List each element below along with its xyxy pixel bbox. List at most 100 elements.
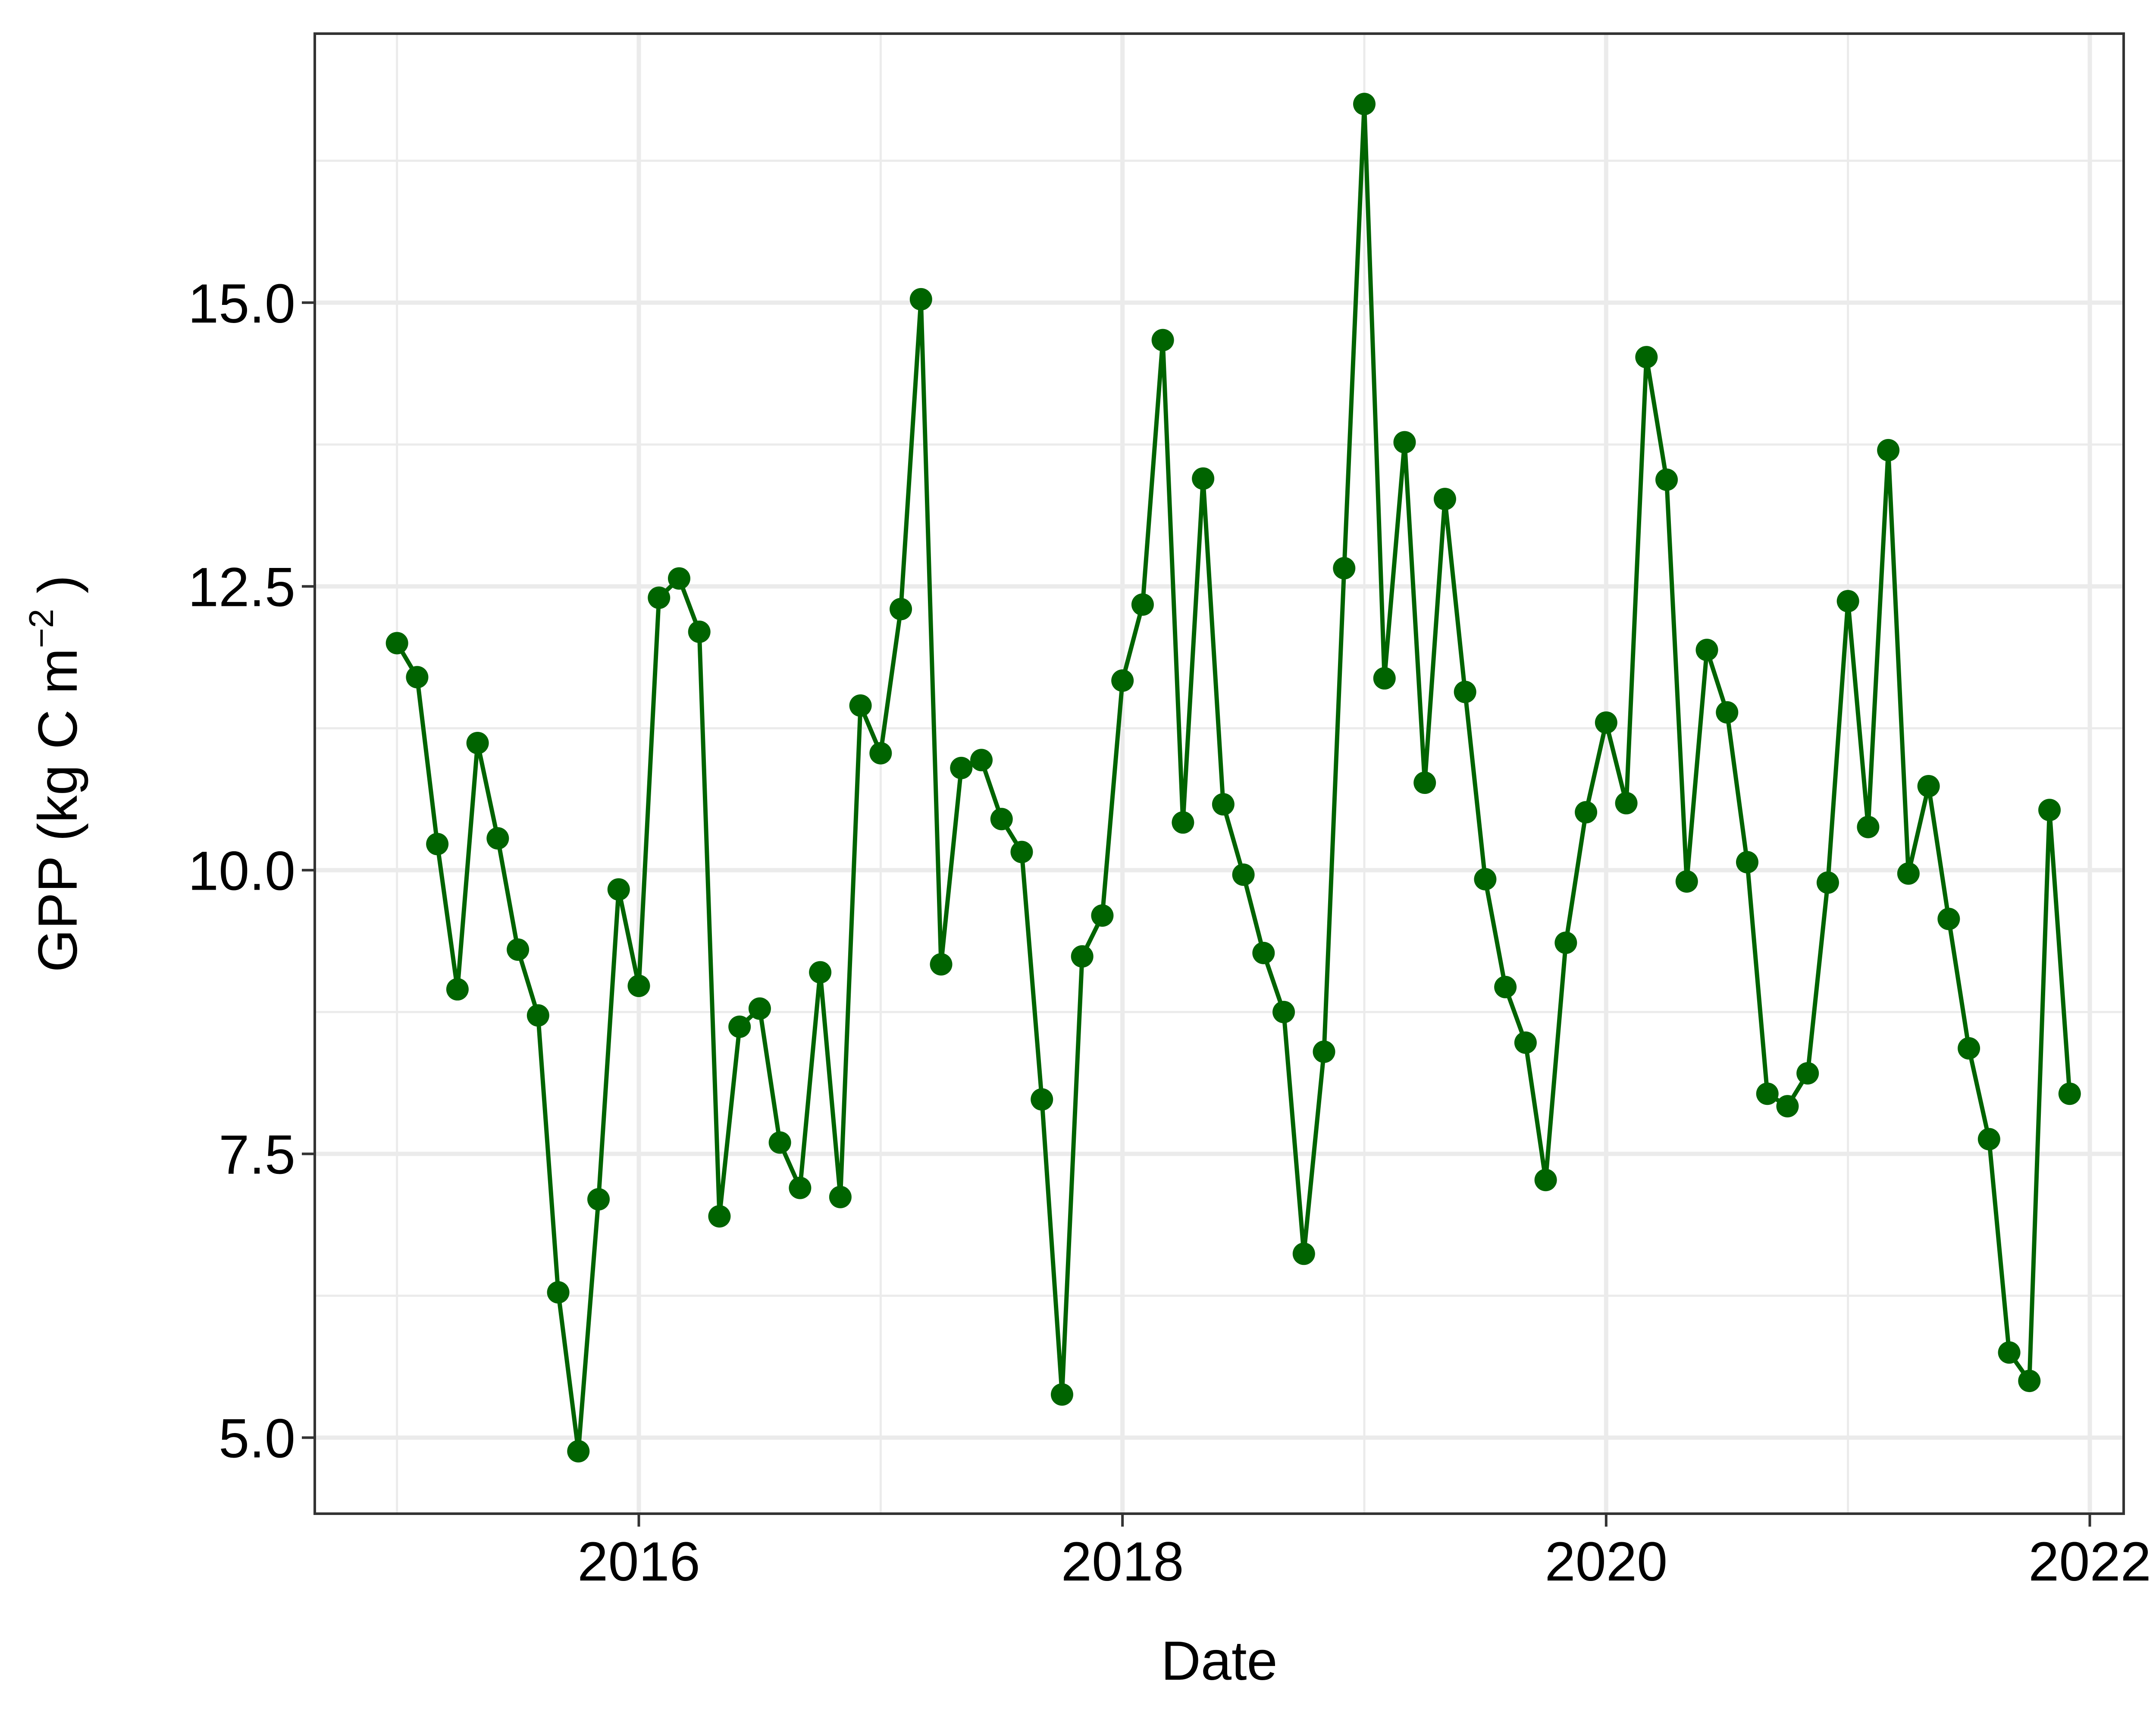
x-tick-label: 2022 — [2028, 1531, 2151, 1593]
data-point — [1050, 1383, 1073, 1406]
data-point — [748, 997, 771, 1020]
data-point — [1816, 871, 1839, 894]
axis-ticks — [302, 301, 2091, 1527]
data-point — [950, 756, 973, 779]
data-point — [667, 567, 690, 590]
data-point — [869, 742, 892, 765]
data-point — [1917, 775, 1940, 797]
data-point — [627, 975, 650, 997]
data-point — [1433, 488, 1456, 511]
data-point — [1534, 1169, 1557, 1192]
data-point — [1192, 467, 1215, 490]
data-point — [1232, 863, 1255, 886]
data-point — [909, 288, 932, 310]
data-point — [970, 749, 993, 772]
data-point — [607, 878, 630, 901]
data-point — [1897, 862, 1920, 885]
data-point — [1776, 1095, 1799, 1118]
data-point — [1333, 557, 1356, 580]
data-point — [1554, 932, 1577, 954]
data-point — [890, 598, 912, 621]
data-point — [1131, 593, 1154, 616]
y-axis-title-main: GPP (kg C m — [27, 648, 89, 972]
data-point — [789, 1176, 812, 1199]
data-point — [446, 978, 469, 1001]
data-point — [1998, 1341, 2021, 1364]
data-point — [1635, 346, 1658, 369]
data-point — [2058, 1082, 2081, 1105]
data-point — [1756, 1082, 1779, 1105]
data-point — [547, 1281, 570, 1304]
data-point — [406, 666, 429, 689]
y-axis-title: GPP (kg C m−2 ) — [22, 575, 89, 972]
x-tick-label: 2020 — [1545, 1531, 1667, 1593]
data-point — [1937, 907, 1960, 930]
data-point — [1474, 868, 1497, 891]
data-point — [1514, 1031, 1537, 1054]
data-point — [728, 1015, 751, 1038]
data-point — [1252, 941, 1275, 964]
data-point — [1212, 793, 1235, 816]
data-point — [2018, 1370, 2041, 1393]
x-axis-title: Date — [1161, 1630, 1277, 1692]
data-point — [507, 938, 530, 961]
data-point — [648, 586, 671, 609]
data-point — [466, 731, 489, 754]
major-gridlines — [315, 34, 2124, 1514]
data-point — [526, 1004, 549, 1027]
y-axis-title-superscript: −2 — [22, 609, 60, 648]
data-point — [1877, 439, 1900, 461]
data-point — [1413, 772, 1436, 794]
data-point — [1695, 639, 1718, 662]
data-point — [1655, 468, 1678, 491]
y-tick-label: 15.0 — [188, 273, 295, 335]
data-point — [1958, 1037, 1981, 1060]
data-point — [1272, 1000, 1295, 1023]
data-point — [1172, 811, 1194, 834]
data-point — [809, 961, 832, 984]
data-point — [385, 632, 408, 655]
data-point — [2038, 799, 2061, 822]
y-tick-label: 10.0 — [188, 841, 295, 902]
data-point — [708, 1205, 731, 1228]
tick-labels: 2016 2018 2020 2022 5.0 7.5 10.0 12.5 15.0 — [188, 273, 2151, 1593]
data-point — [930, 953, 953, 976]
data-point — [1575, 801, 1598, 824]
data-point — [1615, 792, 1638, 815]
data-point — [1151, 329, 1174, 351]
data-point — [1071, 945, 1094, 968]
x-tick-label: 2016 — [577, 1531, 700, 1593]
minor-gridlines — [315, 34, 2124, 1514]
data-point — [829, 1186, 852, 1208]
data-point — [1977, 1128, 2000, 1151]
y-tick-label: 7.5 — [219, 1124, 295, 1186]
data-point — [587, 1188, 610, 1211]
data-point — [1393, 431, 1416, 454]
data-point — [1292, 1242, 1315, 1265]
series-layer — [385, 93, 2081, 1463]
data-point — [426, 833, 449, 856]
data-point — [1373, 667, 1396, 690]
data-point — [1796, 1062, 1819, 1085]
data-point — [1313, 1040, 1335, 1063]
data-point — [1353, 93, 1376, 116]
data-point — [567, 1440, 590, 1463]
data-point — [849, 694, 872, 717]
data-point — [1010, 841, 1033, 863]
data-point — [1857, 815, 1880, 838]
data-point — [1716, 701, 1739, 724]
data-point — [688, 621, 711, 643]
data-point — [768, 1131, 791, 1154]
y-axis-title-end: ) — [27, 575, 89, 609]
plot-panel-border — [313, 32, 2125, 1515]
data-point — [1675, 870, 1698, 893]
data-point — [486, 827, 509, 850]
y-tick-label: 5.0 — [219, 1408, 295, 1470]
data-point — [1494, 975, 1517, 998]
data-point — [1091, 904, 1114, 927]
data-point — [1111, 669, 1134, 692]
data-point — [1031, 1088, 1053, 1111]
data-point — [1454, 681, 1476, 703]
